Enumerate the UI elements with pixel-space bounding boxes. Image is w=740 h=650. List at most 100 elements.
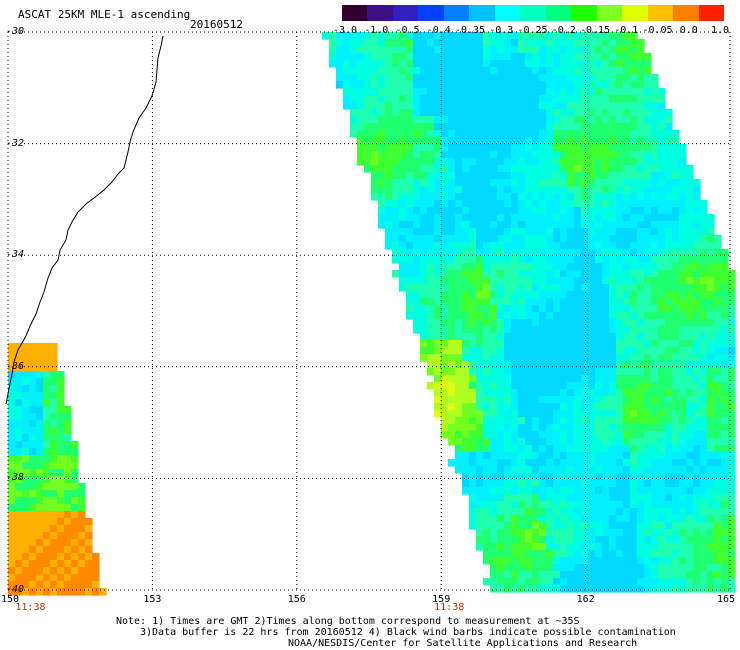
swath-cell	[406, 32, 414, 40]
swath-cell	[455, 53, 463, 61]
swath-cell	[504, 368, 512, 376]
swath-cell	[22, 427, 30, 435]
swath-cell	[581, 151, 589, 159]
swath-cell	[441, 179, 449, 187]
swath-cell	[644, 284, 652, 292]
swath-cell	[623, 270, 631, 278]
swath-cell	[567, 396, 575, 404]
swath-cell	[581, 102, 589, 110]
swath-cell	[518, 123, 526, 131]
swath-cell	[728, 340, 736, 348]
swath-cell	[441, 256, 449, 264]
swath-cell	[707, 235, 715, 243]
swath-cell	[658, 480, 666, 488]
swath-cell	[29, 581, 37, 589]
swath-cell	[658, 256, 666, 264]
swath-cell	[539, 578, 547, 586]
swath-cell	[553, 291, 561, 299]
swath-cell	[672, 585, 680, 593]
swath-cell	[427, 284, 435, 292]
swath-cell	[497, 382, 505, 390]
swath-cell	[336, 67, 344, 75]
swath-cell	[448, 347, 456, 355]
swath-cell	[490, 39, 498, 47]
swath-cell	[658, 326, 666, 334]
swath-cell	[85, 581, 93, 589]
swath-cell	[574, 151, 582, 159]
latitude-label: -40	[6, 584, 25, 595]
swath-cell	[637, 95, 645, 103]
swath-cell	[483, 543, 491, 551]
swath-cell	[679, 438, 687, 446]
swath-cell	[658, 298, 666, 306]
swath-cell	[588, 389, 596, 397]
swath-cell	[15, 469, 23, 477]
swath-cell	[581, 473, 589, 481]
swath-cell	[588, 564, 596, 572]
swath-cell	[637, 319, 645, 327]
swath-cell	[518, 319, 526, 327]
swath-cell	[574, 305, 582, 313]
swath-cell	[707, 571, 715, 579]
swath-cell	[15, 497, 23, 505]
swath-cell	[36, 525, 44, 533]
swath-cell	[406, 200, 414, 208]
swath-cell	[665, 249, 673, 257]
swath-cell	[553, 452, 561, 460]
swath-cell	[609, 438, 617, 446]
swath-cell	[658, 452, 666, 460]
swath-cell	[462, 116, 470, 124]
swath-cell	[504, 60, 512, 68]
swath-cell	[36, 420, 44, 428]
swath-cell	[504, 431, 512, 439]
swath-cell	[567, 242, 575, 250]
swath-cell	[581, 263, 589, 271]
swath-cell	[630, 235, 638, 243]
swath-cell	[15, 455, 23, 463]
swath-cell	[728, 410, 736, 418]
swath-cell	[385, 186, 393, 194]
swath-cell	[511, 319, 519, 327]
swath-cell	[630, 431, 638, 439]
colorbar-label: -0.1	[614, 25, 639, 36]
swath-cell	[623, 585, 631, 593]
swath-cell	[609, 242, 617, 250]
swath-cell	[399, 109, 407, 117]
swath-cell	[78, 525, 86, 533]
swath-cell	[581, 249, 589, 257]
swath-cell	[518, 74, 526, 82]
swath-cell	[462, 480, 470, 488]
swath-cell	[392, 53, 400, 61]
swath-cell	[546, 298, 554, 306]
swath-cell	[728, 396, 736, 404]
swath-cell	[525, 340, 533, 348]
swath-cell	[567, 452, 575, 460]
swath-cell	[644, 221, 652, 229]
swath-cell	[581, 410, 589, 418]
swath-cell	[50, 581, 58, 589]
swath-cell	[665, 445, 673, 453]
swath-cell	[693, 333, 701, 341]
swath-cell	[672, 256, 680, 264]
swath-cell	[728, 585, 736, 593]
swath-cell	[637, 53, 645, 61]
swath-cell	[665, 515, 673, 523]
swath-cell	[651, 312, 659, 320]
swath-cell	[406, 144, 414, 152]
swath-cell	[455, 165, 463, 173]
swath-cell	[490, 368, 498, 376]
colorbar-label: -0.2	[551, 25, 576, 36]
swath-cell	[504, 172, 512, 180]
swath-cell	[532, 116, 540, 124]
swath-cell	[728, 277, 736, 285]
swath-cell	[686, 522, 694, 530]
swath-cell	[644, 389, 652, 397]
swath-cell	[525, 165, 533, 173]
swath-cell	[651, 473, 659, 481]
swath-cell	[567, 501, 575, 509]
swath-cell	[511, 578, 519, 586]
swath-cell	[539, 207, 547, 215]
swath-cell	[693, 473, 701, 481]
swath-cell	[553, 368, 561, 376]
swath-cell	[623, 445, 631, 453]
